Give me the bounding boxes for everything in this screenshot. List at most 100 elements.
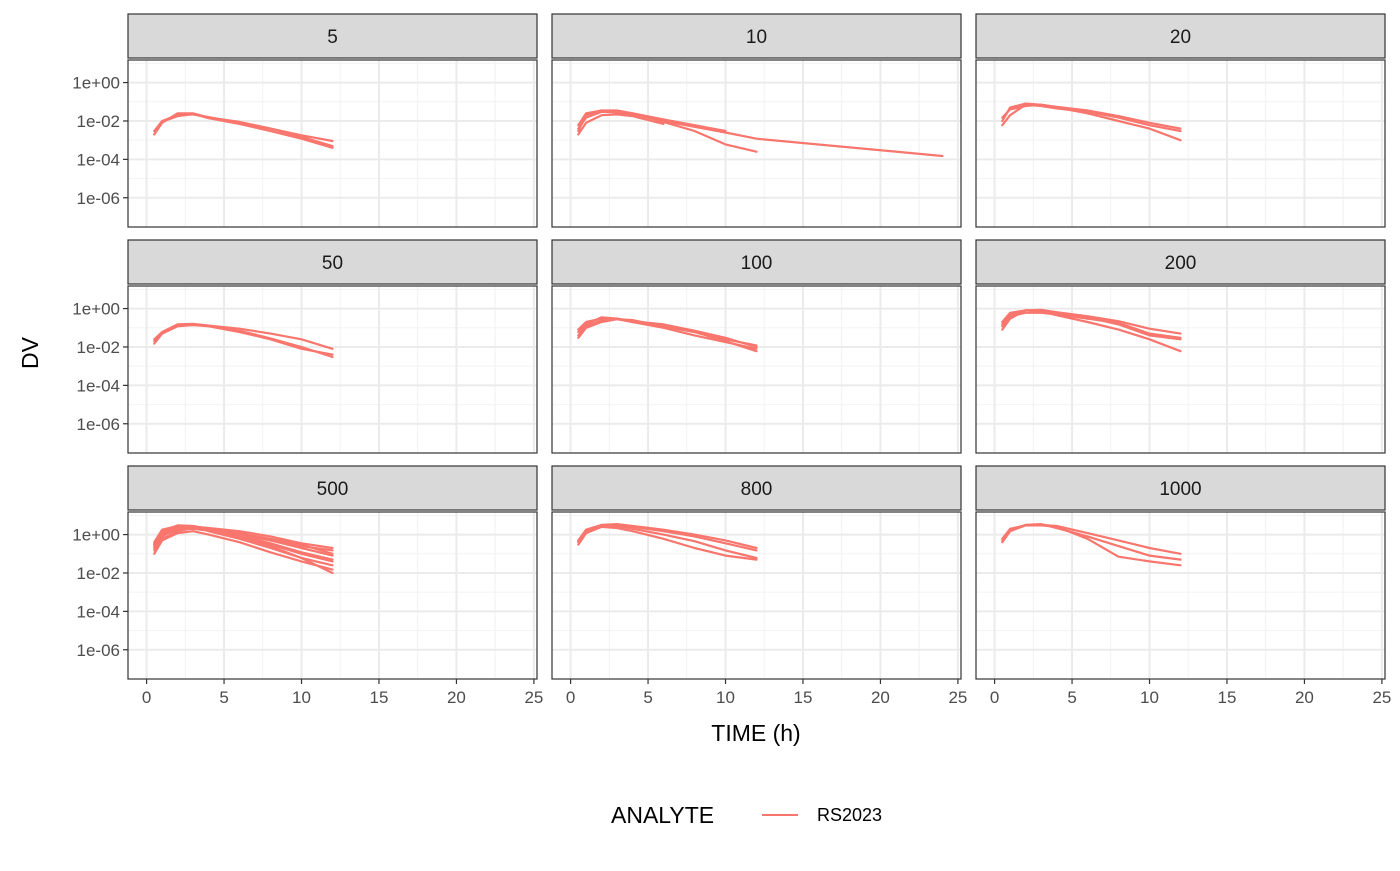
panel-background (976, 512, 1385, 679)
facet-strip (975, 465, 1386, 511)
y-tick-label: 1e+00 (72, 526, 120, 545)
x-tick-label: 25 (524, 688, 543, 707)
y-tick-label: 1e-06 (77, 641, 120, 660)
x-tick-label: 15 (1218, 688, 1237, 707)
panel-border (127, 285, 538, 454)
legend-entry-label: RS2023 (817, 805, 882, 825)
series-line-RS2023 (153, 112, 334, 149)
panel-background (976, 60, 1385, 227)
series-lines (153, 322, 334, 359)
facet-strip-label: 1000 (1159, 479, 1201, 500)
series-line-RS2023 (577, 109, 727, 133)
series-lines (153, 112, 334, 149)
y-tick-label: 1e-02 (77, 338, 120, 357)
x-tick-label: 5 (1067, 688, 1076, 707)
x-tick-label: 10 (292, 688, 311, 707)
facet-panel-100: 100 (551, 239, 962, 454)
facet-strip (975, 239, 1386, 285)
y-tick-label: 1e-04 (77, 150, 120, 169)
x-tick-label: 20 (1295, 688, 1314, 707)
panel-background (128, 60, 537, 227)
panel-background (128, 512, 537, 679)
y-tick-label: 1e-04 (77, 376, 120, 395)
facet-panel-10: 10 (551, 13, 962, 228)
x-tick-label: 15 (370, 688, 389, 707)
series-lines (577, 316, 758, 353)
series-line-RS2023 (153, 524, 334, 550)
panel-background (552, 512, 961, 679)
facet-strip (127, 13, 538, 59)
facet-strip-label: 5 (327, 27, 338, 48)
x-axis-title: TIME (h) (711, 720, 800, 746)
panel-background (128, 286, 537, 453)
panel-border (551, 59, 962, 228)
facet-strip-label: 100 (741, 253, 773, 274)
series-lines (577, 109, 944, 158)
y-tick-label: 1e-02 (77, 564, 120, 583)
legend: ANALYTE RS2023 (611, 802, 882, 828)
series-line-RS2023 (1001, 524, 1182, 567)
facet-strip (551, 239, 962, 285)
series-line-RS2023 (153, 323, 334, 350)
facet-strip-label: 500 (317, 479, 349, 500)
panel-border (127, 59, 538, 228)
x-tick-label: 0 (990, 688, 999, 707)
x-tick-label: 20 (871, 688, 890, 707)
x-tick-label: 20 (447, 688, 466, 707)
x-tick-label: 0 (566, 688, 575, 707)
y-tick-label: 1e-04 (77, 602, 120, 621)
series-lines (1001, 102, 1182, 142)
facet-panel-800: 800 0 5 10 15 20 25 (551, 465, 967, 707)
x-tick-label: 25 (1372, 688, 1391, 707)
series-line-RS2023 (577, 525, 758, 561)
facet-panel-200: 200 (975, 239, 1386, 454)
y-tick-label: 1e+00 (72, 74, 120, 93)
facet-strip-label: 10 (746, 27, 767, 48)
series-lines (1001, 522, 1182, 567)
facet-panel-50: 50 1e-06 1e-04 1e-02 1e+00 (72, 239, 538, 454)
panel-background (552, 60, 961, 227)
facet-strip (551, 13, 962, 59)
facet-strip-label: 50 (322, 253, 343, 274)
facet-strip (127, 465, 538, 511)
facet-panel-20: 20 (975, 13, 1386, 228)
facet-panel-500: 500 1e-06 1e-04 1e-02 1e+00 0 5 10 15 20 25 (72, 465, 543, 707)
x-tick-label: 0 (142, 688, 151, 707)
series-lines (577, 522, 758, 561)
series-line-RS2023 (1001, 309, 1182, 341)
x-tick-label: 5 (219, 688, 228, 707)
panel-border (127, 511, 538, 680)
series-line-RS2023 (153, 525, 334, 575)
legend-title: ANALYTE (611, 802, 714, 828)
facet-panel-1000: 1000 0 5 10 15 20 25 (975, 465, 1391, 707)
facet-panel-5: 5 1e-06 1e-04 1e-02 1e+00 (72, 13, 538, 228)
x-tick-label: 25 (948, 688, 967, 707)
y-tick-label: 1e-06 (77, 415, 120, 434)
series-line-RS2023 (153, 530, 334, 571)
y-tick-label: 1e-02 (77, 112, 120, 131)
panel-background (552, 286, 961, 453)
series-lines (1001, 308, 1182, 353)
series-line-RS2023 (577, 524, 758, 560)
x-tick-label: 15 (794, 688, 813, 707)
facet-strip (975, 13, 1386, 59)
y-tick-label: 1e+00 (72, 300, 120, 319)
panel-border (975, 285, 1386, 454)
facet-strip (551, 465, 962, 511)
facet-strip-label: 800 (741, 479, 773, 500)
series-line-RS2023 (577, 113, 665, 136)
facet-strip-label: 20 (1170, 27, 1191, 48)
series-lines (153, 524, 334, 575)
y-axis-title: DV (17, 336, 43, 369)
series-line-RS2023 (1001, 103, 1182, 130)
x-tick-label: 5 (643, 688, 652, 707)
facet-strip (127, 239, 538, 285)
panel-border (975, 511, 1386, 680)
series-line-RS2023 (577, 317, 758, 353)
series-line-RS2023 (1001, 311, 1182, 339)
x-tick-label: 10 (1140, 688, 1159, 707)
x-tick-label: 10 (716, 688, 735, 707)
